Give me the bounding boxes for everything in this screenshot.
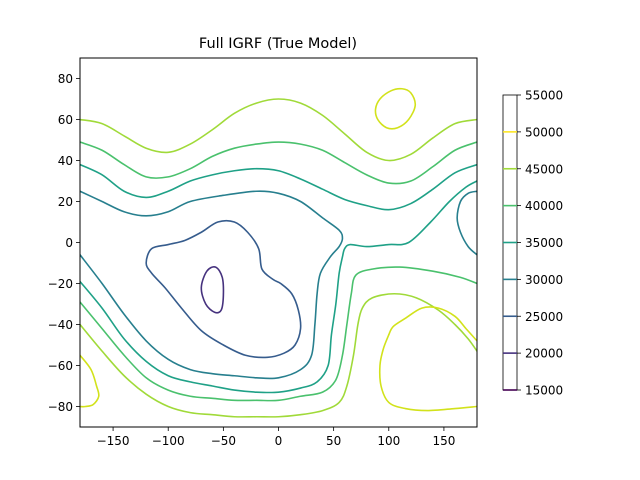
contour-line-25000 [145,219,302,359]
colorbar: 15000 20000 25000 30000 35000 40000 45000 50000… [502,89,563,398]
colorbar-tick-label: 50000 [525,125,563,139]
colorbar-tick-label: 25000 [525,310,563,324]
y-tick-label: −40 [48,318,73,332]
contour-line-40000 [80,266,477,402]
colorbar-tick-label: 55000 [525,89,563,103]
y-tick-label: 20 [58,195,73,209]
chart-title: Full IGRF (True Model) [199,36,357,52]
y-tick-label: 40 [58,154,73,168]
x-axis: −150 −100 −50 0 50 100 150 [97,427,455,448]
colorbar-tick-label: 40000 [525,199,563,213]
x-tick-label: −50 [211,434,236,448]
y-tick-label: −80 [48,400,73,414]
colorbar-tick-label: 15000 [525,384,563,398]
x-tick-label: −150 [97,434,130,448]
contour-line-50000 [378,333,477,412]
y-tick-label: −20 [48,277,73,291]
contour-line-35000 [80,180,477,394]
contour-line-45000 [80,98,477,162]
contour-line-30000 [80,190,344,380]
contour-line-50000 [387,306,477,342]
x-tick-label: 150 [432,434,455,448]
colorbar-tick-label: 20000 [525,347,563,361]
colorbar-tick-label: 35000 [525,236,563,250]
y-tick-label: 0 [65,236,73,250]
contour-line-35000 [80,163,477,211]
contour-line-45000 [80,292,477,418]
colorbar-tick-label: 45000 [525,162,563,176]
y-tick-label: 60 [58,113,73,127]
contour-lines [80,87,477,418]
y-tick-label: 80 [58,72,73,86]
contour-line-20000 [200,266,225,314]
y-axis: −80 −60 −40 −20 0 20 40 60 80 [48,72,80,414]
contour-line-30000 [456,190,477,256]
contour-line-50000 [374,87,417,130]
y-tick-label: −60 [48,359,73,373]
x-tick-label: 50 [326,434,341,448]
x-tick-label: 100 [377,434,400,448]
x-tick-label: 0 [275,434,283,448]
contour-line-40000 [80,141,477,185]
x-tick-label: −100 [152,434,185,448]
colorbar-tick-label: 30000 [525,273,563,287]
contour-line-50000 [80,354,100,408]
